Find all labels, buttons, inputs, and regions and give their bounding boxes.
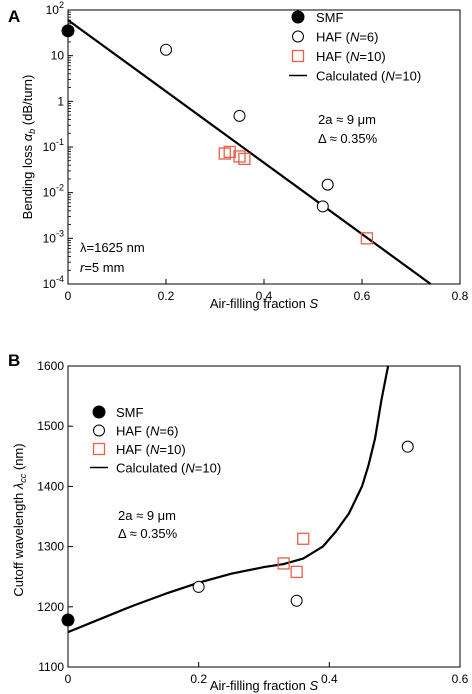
panel-b-y-tick-label: 1500 (37, 419, 64, 433)
panel-b-y-tick-label: 1200 (37, 600, 64, 614)
panel-a-delta-annotation: Δ ≈ 0.35% (318, 131, 378, 146)
panel-a-haf6-point (316, 200, 329, 213)
panel-a-wavelength-annotation: λ=1625 nm (80, 240, 145, 255)
panel-a-legend-marker-0 (291, 10, 305, 24)
panel-a-legend-label-2: HAF (N=10) (316, 49, 386, 64)
panel-b-smf-point (61, 613, 75, 627)
panel-b-legend-label-3: Calculated (N=10) (116, 461, 221, 476)
panel-a-haf10-point (223, 145, 236, 159)
panel-a-radius-annotation: r=5 mm (80, 260, 124, 275)
panel-a-haf6-point (321, 178, 334, 191)
panel-b-haf6-point (290, 594, 303, 607)
panel-a-y-ticks: 10-4 10-3 10-2 10-1 1 10 102 (43, 0, 73, 291)
panel-a-y-tick-label: 10-2 (43, 183, 64, 200)
panel-b-legend: SMF HAF (N=6) HAF (N=10) Calculated (N=10) (90, 405, 221, 476)
panel-a-x-axis-label: Air-filling fraction S (210, 296, 319, 311)
panel-b-y-axis-label: Cutoff wavelength λcc (nm) (11, 443, 28, 596)
panel-b-legend-marker-1 (93, 424, 105, 437)
panel-b-legend-marker-2 (92, 442, 106, 456)
panel-a-haf6-point (233, 109, 246, 122)
panel-a-x-tick-label: 0.4 (256, 289, 273, 303)
panel-b-core-annotation: 2a ≈ 9 μm (118, 508, 176, 523)
panel-b-plot-frame (67, 365, 461, 668)
panel-a-x-ticks: 0 0.2 0.4 0.6 0.8 (65, 279, 469, 303)
panel-a-label: A (8, 7, 20, 26)
panel-a-x-tick-label: 0 (65, 289, 72, 303)
panel-b-legend-label-0: SMF (116, 405, 144, 420)
panel-a-y-tick-label: 102 (46, 0, 64, 17)
panel-b-haf6-point (401, 440, 414, 453)
panel-a-smf-point (61, 24, 75, 38)
panel-a-y-tick-label: 10-1 (43, 137, 64, 154)
panel-a-legend-marker-2 (291, 49, 305, 63)
panel-a-y-tick-label: 10 (51, 49, 65, 63)
panel-a-haf10-point (360, 232, 374, 245)
panel-a-legend-label-3: Calculated (N=10) (316, 69, 421, 84)
panel-a-calculated-line (67, 19, 432, 285)
panel-a-legend-label-1: HAF (N=6) (316, 30, 379, 45)
panel-a: A 0 0.2 0.4 0.6 0.8 10-4 10-3 10-2 10-1 1 10 102 A… (8, 0, 469, 311)
panel-b-label: B (8, 351, 20, 370)
panel-a-x-tick-label: 0.8 (452, 289, 469, 303)
panel-b-y-tick-label: 1100 (38, 660, 64, 674)
panel-b-x-axis-label: Air-filling fraction S (210, 678, 319, 693)
panel-a-data-marks (61, 19, 432, 285)
panel-a-legend: SMF HAF (N=6) HAF (N=10) Calculated (N=10) (289, 10, 421, 84)
panel-b-x-tick-label: 0.4 (321, 672, 338, 686)
panel-b-y-tick-label: 1300 (37, 540, 64, 554)
panel-b-data-marks (61, 365, 414, 634)
panel-a-legend-marker-1 (292, 30, 304, 43)
panel-a-y-axis-label: Bending loss αb (dB/turn) (20, 75, 37, 220)
panel-b-x-ticks: 0 0.2 0.4 0.6 (65, 662, 469, 686)
panel-b-haf10-point (290, 565, 303, 579)
panel-a-haf10-point (238, 152, 251, 166)
panel-a-haf6-point (160, 43, 172, 56)
panel-b-haf10-point (277, 557, 290, 570)
panel-b: B 0 0.2 0.4 0.6 1100 1200 1300 1400 1500 1600 Ai… (8, 351, 469, 693)
panel-b-x-tick-label: 0 (65, 672, 72, 686)
panel-b-legend-label-1: HAF (N=6) (116, 424, 179, 439)
panel-b-legend-label-2: HAF (N=10) (116, 442, 186, 457)
panel-b-calculated-curve (67, 365, 390, 634)
panel-a-y-tick-label: 10-3 (43, 228, 64, 245)
panel-b-legend-marker-0 (92, 405, 106, 419)
panel-a-y-tick-label: 1 (57, 94, 64, 108)
panel-b-x-tick-label: 0.6 (452, 672, 469, 686)
panel-a-y-tick-label: 10-4 (43, 274, 64, 291)
panel-b-y-tick-label: 1600 (37, 359, 64, 373)
panel-a-x-tick-label: 0.6 (354, 289, 371, 303)
panel-b-haf10-point (297, 532, 310, 545)
panel-b-y-tick-label: 1400 (37, 479, 64, 493)
panel-b-haf6-point (192, 580, 205, 593)
panel-b-y-ticks: 1100 1200 1300 1400 1500 1600 (37, 359, 73, 674)
panel-b-delta-annotation: Δ ≈ 0.35% (118, 526, 178, 541)
panel-a-x-tick-label: 0.2 (158, 289, 175, 303)
panel-a-core-annotation: 2a ≈ 9 μm (318, 112, 376, 127)
panel-b-x-tick-label: 0.2 (190, 672, 207, 686)
panel-a-legend-label-0: SMF (316, 10, 344, 25)
